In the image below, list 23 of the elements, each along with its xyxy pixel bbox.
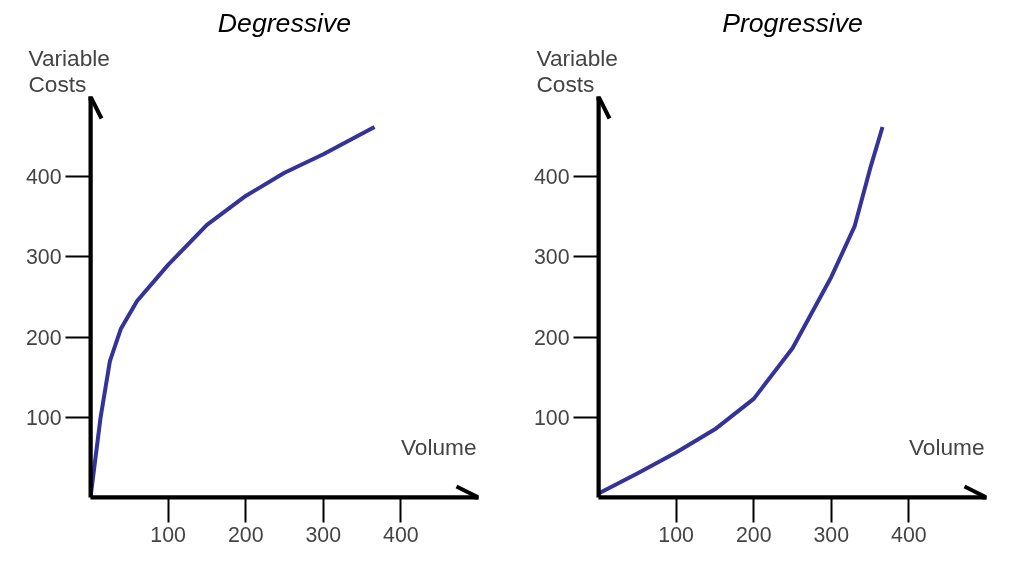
y-axis-title: Variable Costs	[536, 44, 618, 97]
y-tick-label: 300	[25, 245, 62, 270]
y-tick-label: 200	[25, 325, 62, 350]
y-tick-label: 400	[533, 165, 570, 190]
x-tick-label: 200	[227, 522, 264, 547]
chart-title: Progressive	[722, 7, 863, 38]
y-tick-label: 300	[533, 245, 570, 270]
y-axis-title: Variable Costs	[28, 44, 110, 97]
y-tick-label: 400	[25, 165, 62, 190]
x-tick-label: 300	[305, 522, 342, 547]
y-tick-label: 100	[533, 405, 570, 430]
x-tick-label: 400	[383, 522, 419, 547]
line-series	[598, 124, 885, 496]
x-axis-title: Volume	[908, 433, 985, 460]
x-axis-title: Volume	[400, 433, 477, 460]
x-tick-label: 100	[150, 522, 187, 547]
y-tick-label: 200	[533, 325, 570, 350]
x-tick-label: 200	[735, 522, 772, 547]
y-tick-label: 100	[25, 405, 62, 430]
x-tick-label: 400	[891, 522, 927, 547]
x-tick-label: 100	[658, 522, 695, 547]
x-tick-label: 300	[813, 522, 850, 547]
chart-title: Degressive	[217, 7, 352, 38]
